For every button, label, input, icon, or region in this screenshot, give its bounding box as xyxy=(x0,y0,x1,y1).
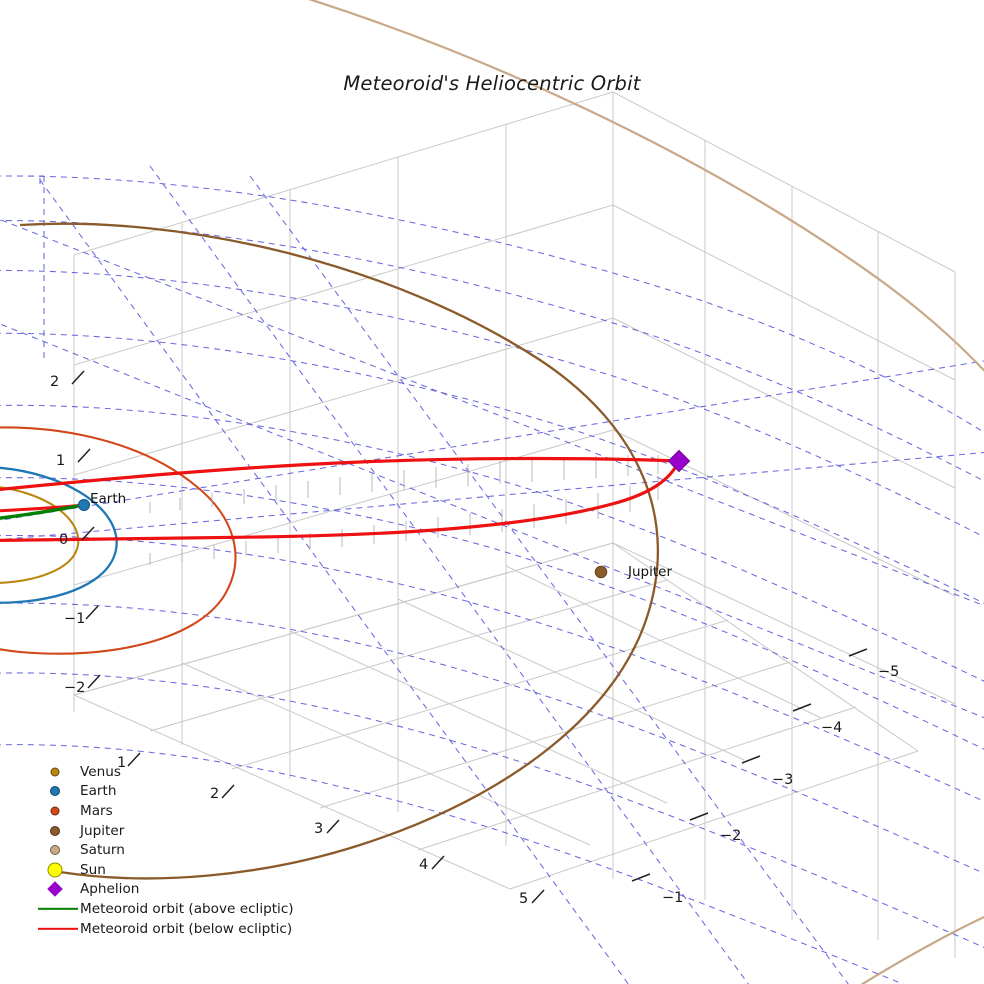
circle-marker-icon xyxy=(50,806,60,816)
legend-dot-icon xyxy=(38,782,80,801)
x-axis-tick-1: 2 xyxy=(210,786,220,802)
diamond-marker-icon xyxy=(47,881,63,898)
legend-line-icon xyxy=(38,919,80,938)
legend-item-label: Venus xyxy=(80,763,121,780)
chart-legend: Venus Earth Mars Jupiter Saturn Sun Aphelion Me… xyxy=(38,762,294,938)
line-marker-icon xyxy=(38,907,78,911)
legend-item-saturn[interactable]: Saturn xyxy=(38,840,294,860)
orbit-earth xyxy=(0,466,118,604)
x-axis-tick-3: 4 xyxy=(419,857,429,873)
ecliptic-plane-grid xyxy=(0,165,984,984)
axes-box-gridlines xyxy=(73,91,956,958)
circle-marker-icon xyxy=(50,786,60,797)
circle-marker-icon xyxy=(50,767,60,777)
legend-item-meteoroid-orbit-above-ecliptic[interactable]: Meteoroid orbit (above ecliptic) xyxy=(38,899,294,919)
legend-item-sun[interactable]: Sun xyxy=(38,860,294,880)
marker-earth[interactable] xyxy=(77,498,91,512)
legend-item-label: Saturn xyxy=(80,842,125,859)
meteoroid-orbit-stems xyxy=(149,455,659,565)
circle-marker-icon xyxy=(47,862,63,878)
legend-item-label: Jupiter xyxy=(80,822,125,839)
y-axis-tick-1: −2 xyxy=(720,828,742,844)
legend-item-label: Meteoroid orbit (below ecliptic) xyxy=(80,920,293,937)
marker-jupiter[interactable] xyxy=(594,565,608,579)
legend-item-label: Meteoroid orbit (above ecliptic) xyxy=(80,900,294,917)
axis-tick-marks xyxy=(71,370,868,904)
earth-label: Earth xyxy=(90,491,127,507)
y-axis-tick-2: −3 xyxy=(772,772,794,788)
legend-item-label: Earth xyxy=(80,783,117,800)
z-axis-tick-2: 0 xyxy=(59,532,69,548)
legend-item-mars[interactable]: Mars xyxy=(38,801,294,821)
z-axis-tick-0: 2 xyxy=(50,374,60,390)
legend-dot-icon xyxy=(38,841,80,860)
legend-item-venus[interactable]: Venus xyxy=(38,762,294,782)
chart-title: Meteoroid's Heliocentric Orbit xyxy=(343,72,641,95)
legend-item-meteoroid-orbit-below-ecliptic[interactable]: Meteoroid orbit (below ecliptic) xyxy=(38,919,294,939)
meteoroid-orbit-above-ecliptic xyxy=(0,503,85,520)
orbit-mars xyxy=(0,426,237,655)
jupiter-label: Jupiter xyxy=(628,564,673,580)
y-axis-tick-4: −5 xyxy=(878,664,900,680)
orbit-venus xyxy=(0,486,80,584)
legend-item-label: Aphelion xyxy=(80,881,140,898)
line-marker-icon xyxy=(38,927,78,930)
orbit-saturn xyxy=(308,0,984,984)
legend-item-earth[interactable]: Earth xyxy=(38,782,294,802)
legend-item-label: Sun xyxy=(80,861,106,878)
z-axis-tick-4: −2 xyxy=(64,680,86,696)
y-axis-tick-3: −4 xyxy=(821,720,843,736)
legend-dot-icon xyxy=(38,801,80,820)
z-axis-tick-1: 1 xyxy=(56,453,66,469)
x-axis-tick-2: 3 xyxy=(314,821,324,837)
x-axis-tick-0: 1 xyxy=(117,755,127,771)
legend-line-icon xyxy=(38,899,80,918)
y-axis-tick-0: −1 xyxy=(662,890,684,906)
circle-marker-icon xyxy=(50,825,60,836)
x-axis-tick-4: 5 xyxy=(519,891,529,907)
marker-aphelion[interactable] xyxy=(667,449,691,473)
orbit-jupiter xyxy=(19,222,659,880)
legend-dot-icon xyxy=(38,762,80,781)
z-axis-tick-3: −1 xyxy=(64,611,86,627)
legend-diamond-icon xyxy=(38,880,80,899)
legend-item-jupiter[interactable]: Jupiter xyxy=(38,821,294,841)
legend-dot-icon xyxy=(38,860,80,879)
legend-dot-icon xyxy=(38,821,80,840)
circle-marker-icon xyxy=(50,845,60,856)
legend-item-label: Mars xyxy=(80,802,113,819)
legend-item-aphelion[interactable]: Aphelion xyxy=(38,880,294,900)
